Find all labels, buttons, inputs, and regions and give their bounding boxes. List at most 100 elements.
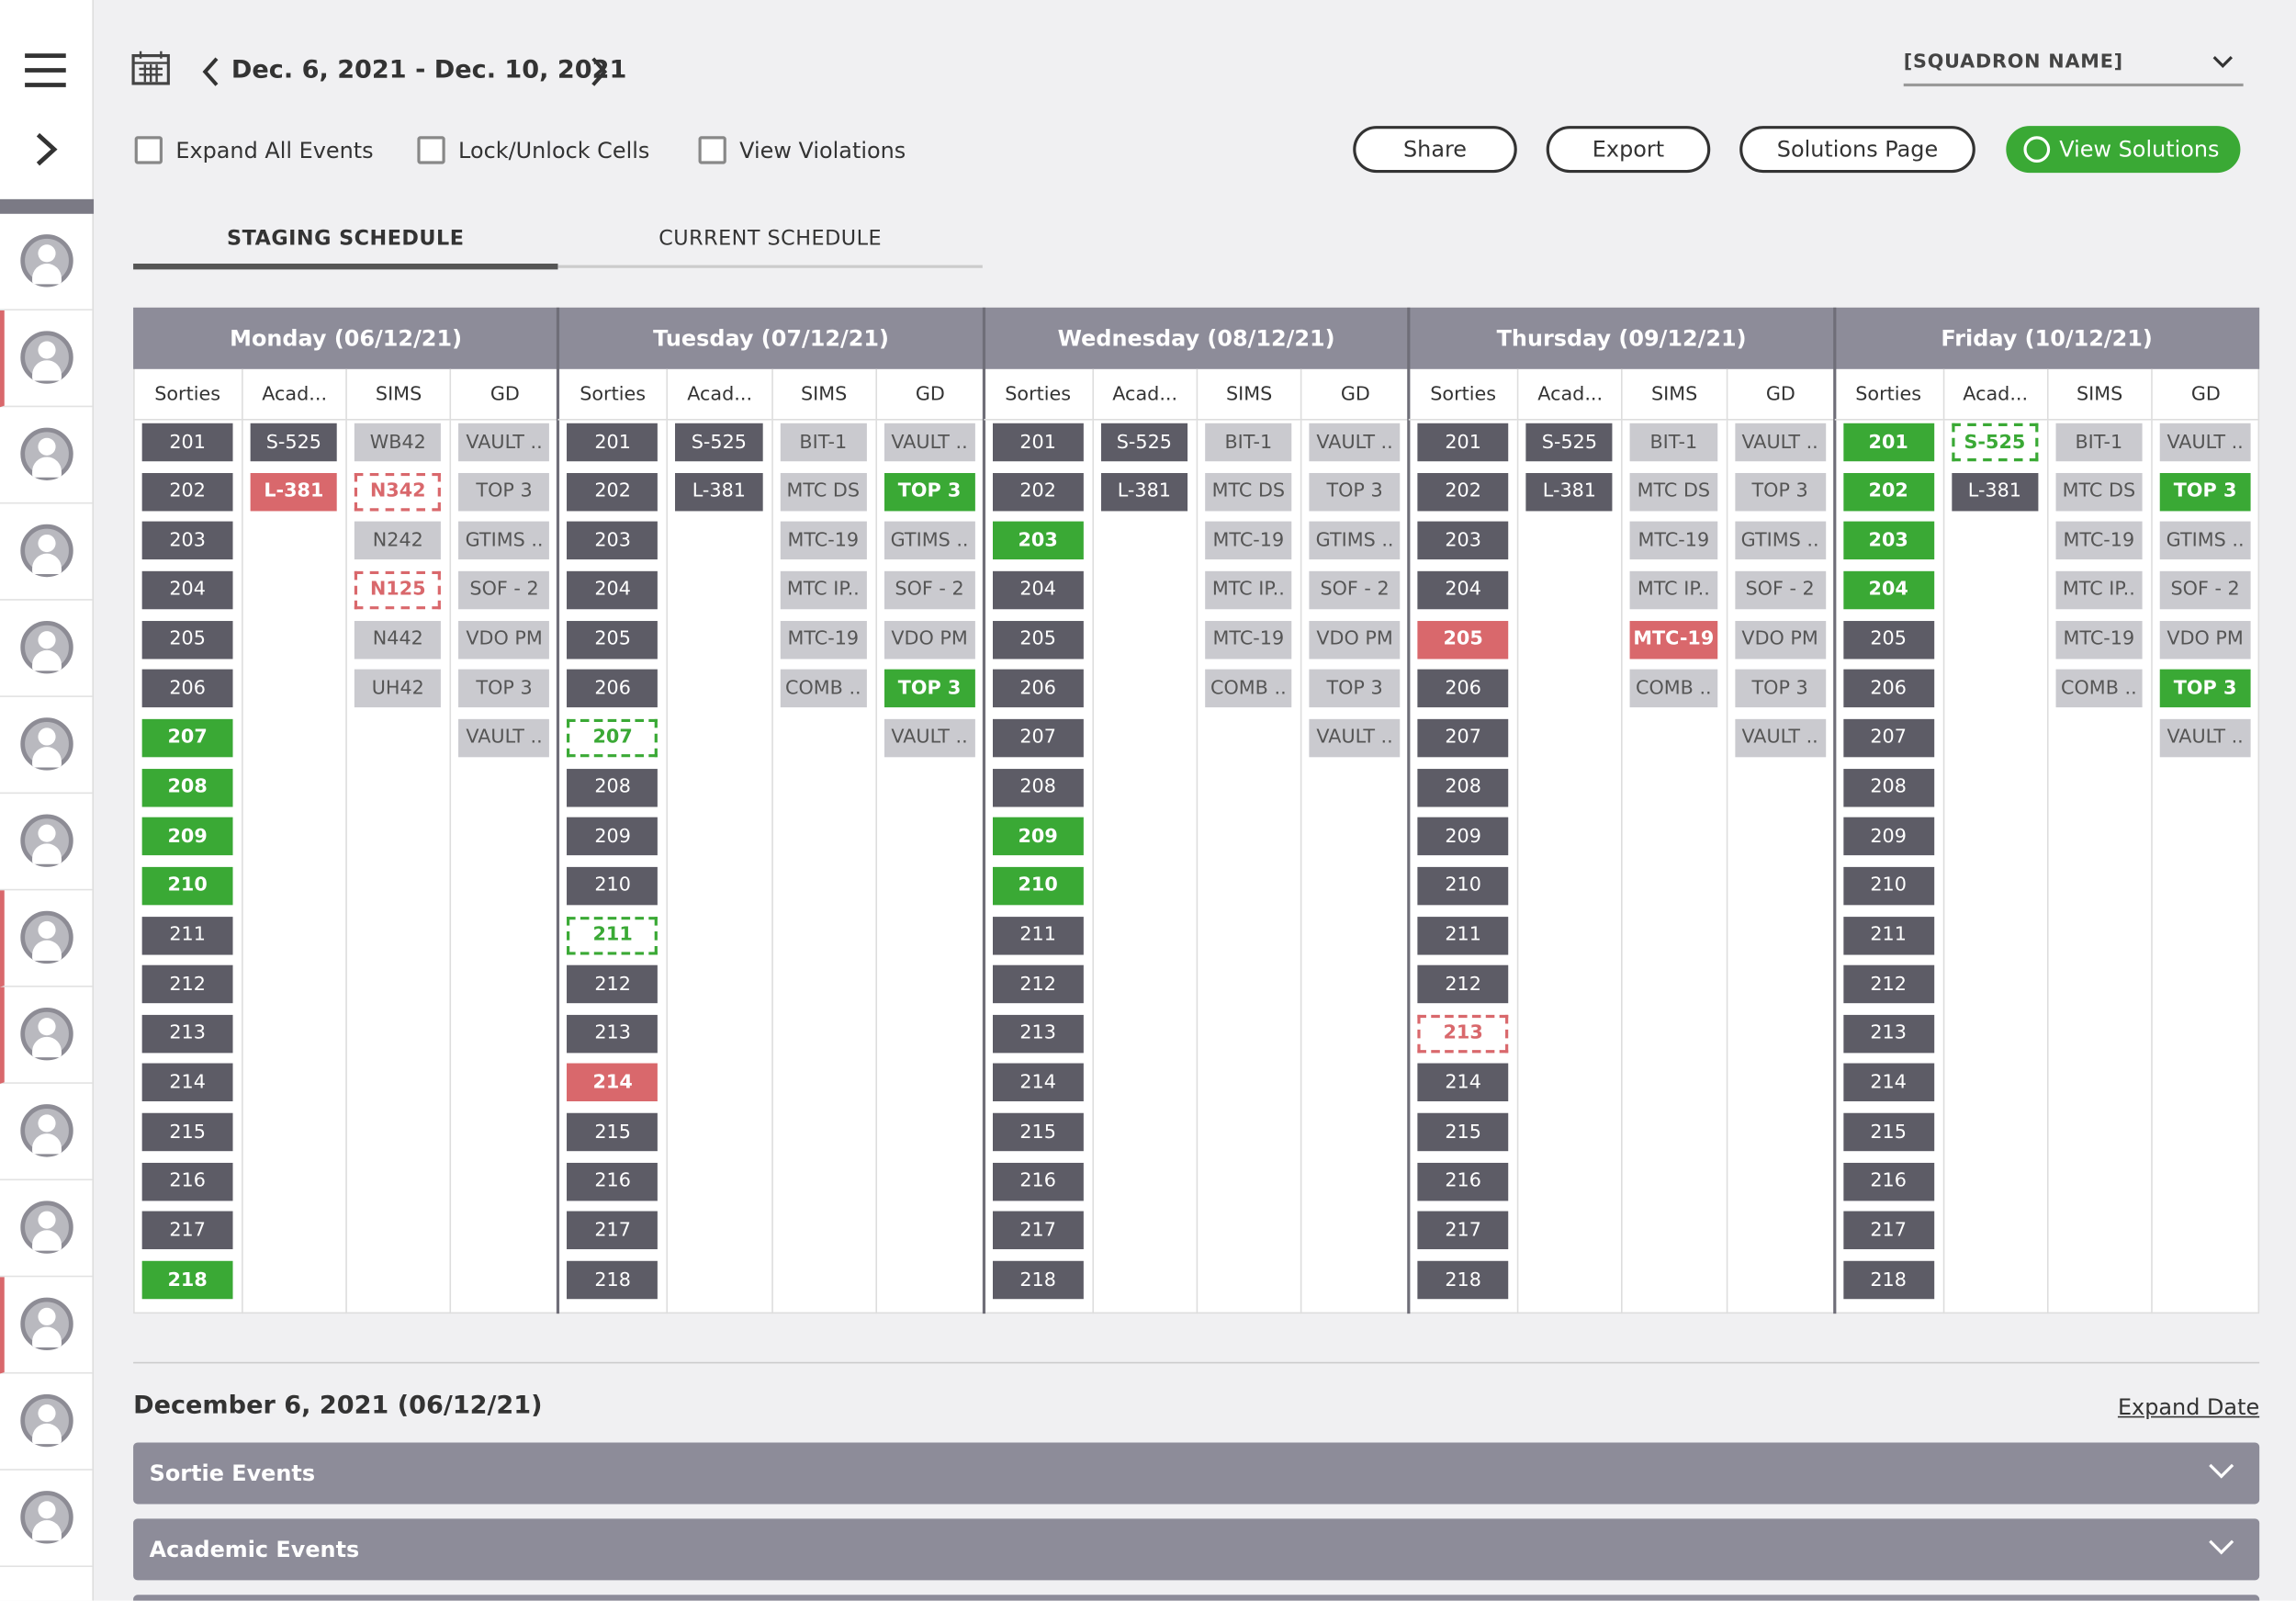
- schedule-cell[interactable]: TOP 3: [1309, 472, 1401, 511]
- schedule-cell[interactable]: VAULT ..: [2159, 423, 2251, 462]
- schedule-cell[interactable]: TOP 3: [458, 472, 550, 511]
- schedule-cell[interactable]: 204: [1417, 570, 1509, 610]
- avatar-row[interactable]: [0, 1084, 93, 1181]
- schedule-cell[interactable]: 215: [567, 1112, 658, 1152]
- schedule-cell[interactable]: 214: [1842, 1064, 1934, 1102]
- schedule-cell[interactable]: 203: [141, 522, 233, 560]
- schedule-cell[interactable]: VAULT ..: [1309, 718, 1401, 758]
- schedule-cell[interactable]: L-381: [1951, 472, 2039, 511]
- schedule-cell[interactable]: MTC IP..: [780, 570, 867, 610]
- schedule-cell[interactable]: 206: [141, 670, 233, 708]
- schedule-cell[interactable]: 203: [1842, 522, 1934, 560]
- schedule-cell[interactable]: S-525: [1100, 423, 1188, 462]
- schedule-cell[interactable]: 206: [992, 670, 1084, 708]
- schedule-cell[interactable]: GTIMS ..: [1309, 522, 1401, 560]
- squadron-select[interactable]: [SQUADRON NAME]: [1903, 51, 2123, 73]
- section-bar[interactable]: [133, 1518, 2260, 1581]
- schedule-cell[interactable]: SOF - 2: [1309, 570, 1401, 610]
- schedule-cell[interactable]: 215: [141, 1112, 233, 1152]
- schedule-cell[interactable]: S-525: [1525, 423, 1614, 462]
- schedule-cell[interactable]: VDO PM: [458, 620, 550, 659]
- schedule-cell[interactable]: 203: [992, 522, 1084, 560]
- schedule-cell[interactable]: 213: [1417, 1014, 1509, 1054]
- calendar-icon[interactable]: [131, 50, 170, 85]
- schedule-cell[interactable]: TOP 3: [2159, 472, 2251, 511]
- schedule-cell[interactable]: 208: [992, 768, 1084, 806]
- schedule-cell[interactable]: 212: [992, 964, 1084, 1004]
- schedule-cell[interactable]: 204: [992, 570, 1084, 610]
- avatar-row[interactable]: [0, 697, 93, 795]
- schedule-cell[interactable]: MTC IP..: [2055, 570, 2143, 610]
- schedule-cell[interactable]: 218: [992, 1260, 1084, 1300]
- schedule-cell[interactable]: 213: [567, 1014, 658, 1054]
- schedule-cell[interactable]: MTC DS: [1630, 472, 1717, 511]
- schedule-cell[interactable]: 212: [1417, 964, 1509, 1004]
- schedule-cell[interactable]: MTC IP..: [1205, 570, 1292, 610]
- section-bar[interactable]: [133, 1442, 2260, 1505]
- button[interactable]: Solutions Page: [1739, 126, 1975, 174]
- schedule-cell[interactable]: 209: [1417, 817, 1509, 856]
- schedule-cell[interactable]: SOF - 2: [458, 570, 550, 610]
- schedule-cell[interactable]: L-381: [1525, 472, 1614, 511]
- schedule-cell[interactable]: MTC IP..: [1630, 570, 1717, 610]
- checkbox[interactable]: [134, 136, 163, 164]
- schedule-cell[interactable]: COMB ..: [1630, 670, 1717, 708]
- schedule-cell[interactable]: TOP 3: [1309, 670, 1401, 708]
- schedule-cell[interactable]: VAULT ..: [458, 718, 550, 758]
- schedule-cell[interactable]: L-381: [1100, 472, 1188, 511]
- schedule-cell[interactable]: VAULT ..: [884, 423, 975, 462]
- tab[interactable]: CURRENT SCHEDULE: [658, 227, 883, 251]
- checkbox[interactable]: [698, 136, 726, 164]
- schedule-cell[interactable]: 216: [141, 1162, 233, 1201]
- schedule-cell[interactable]: MTC-19: [2055, 522, 2143, 560]
- checkbox[interactable]: [417, 136, 445, 164]
- schedule-cell[interactable]: 213: [992, 1014, 1084, 1054]
- button[interactable]: Share: [1353, 126, 1517, 174]
- schedule-cell[interactable]: VDO PM: [884, 620, 975, 659]
- avatar-row[interactable]: [0, 310, 93, 408]
- schedule-cell[interactable]: 202: [141, 472, 233, 511]
- schedule-cell[interactable]: 211: [567, 916, 658, 954]
- schedule-cell[interactable]: 212: [141, 964, 233, 1004]
- schedule-cell[interactable]: SOF - 2: [1734, 570, 1826, 610]
- schedule-cell[interactable]: 202: [1417, 472, 1509, 511]
- schedule-cell[interactable]: SOF - 2: [2159, 570, 2251, 610]
- schedule-cell[interactable]: TOP 3: [1734, 670, 1826, 708]
- schedule-cell[interactable]: 211: [141, 916, 233, 954]
- schedule-cell[interactable]: 208: [1417, 768, 1509, 806]
- schedule-cell[interactable]: TOP 3: [458, 670, 550, 708]
- schedule-cell[interactable]: GTIMS ..: [458, 522, 550, 560]
- schedule-cell[interactable]: MTC-19: [1205, 522, 1292, 560]
- schedule-cell[interactable]: MTC-19: [780, 522, 867, 560]
- schedule-cell[interactable]: 213: [1842, 1014, 1934, 1054]
- schedule-cell[interactable]: 204: [567, 570, 658, 610]
- schedule-cell[interactable]: SOF - 2: [884, 570, 975, 610]
- avatar-row[interactable]: [0, 794, 93, 891]
- schedule-cell[interactable]: 218: [1842, 1260, 1934, 1300]
- schedule-cell[interactable]: BIT-1: [780, 423, 867, 462]
- schedule-cell[interactable]: COMB ..: [2055, 670, 2143, 708]
- schedule-cell[interactable]: 207: [141, 718, 233, 758]
- schedule-cell[interactable]: MTC-19: [1630, 522, 1717, 560]
- schedule-cell[interactable]: 206: [1842, 670, 1934, 708]
- schedule-cell[interactable]: 205: [1417, 620, 1509, 659]
- schedule-cell[interactable]: COMB ..: [780, 670, 867, 708]
- schedule-cell[interactable]: 213: [141, 1014, 233, 1054]
- schedule-cell[interactable]: BIT-1: [2055, 423, 2143, 462]
- schedule-cell[interactable]: 214: [567, 1064, 658, 1102]
- schedule-cell[interactable]: 207: [1417, 718, 1509, 758]
- schedule-cell[interactable]: 209: [992, 817, 1084, 856]
- schedule-cell[interactable]: 206: [1417, 670, 1509, 708]
- schedule-cell[interactable]: VDO PM: [1309, 620, 1401, 659]
- avatar-row[interactable]: [0, 1471, 93, 1568]
- schedule-cell[interactable]: 214: [141, 1064, 233, 1102]
- schedule-cell[interactable]: 207: [567, 718, 658, 758]
- schedule-cell[interactable]: 210: [1417, 866, 1509, 906]
- schedule-cell[interactable]: MTC-19: [780, 620, 867, 659]
- next-week[interactable]: [589, 56, 609, 88]
- schedule-cell[interactable]: 201: [141, 423, 233, 462]
- schedule-cell[interactable]: 211: [1417, 916, 1509, 954]
- schedule-cell[interactable]: MTC DS: [1205, 472, 1292, 511]
- expand-date-link[interactable]: Expand Date: [2117, 1393, 2260, 1421]
- schedule-cell[interactable]: 202: [567, 472, 658, 511]
